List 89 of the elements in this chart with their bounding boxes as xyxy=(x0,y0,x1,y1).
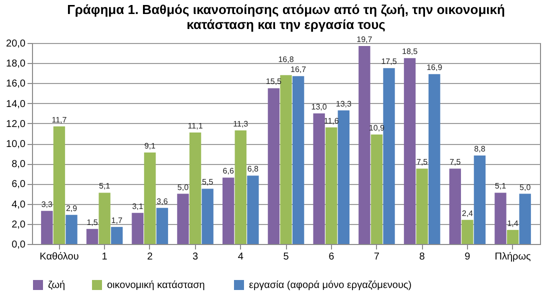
legend-label: εργασία (αφορά μόνο εργαζόμενους) xyxy=(249,280,412,291)
bar xyxy=(41,210,53,244)
data-label: 16,9 xyxy=(426,63,443,72)
bar xyxy=(474,156,486,244)
x-tick-label: 3 xyxy=(192,252,199,262)
data-label: 2,9 xyxy=(66,204,78,213)
bar xyxy=(519,194,531,244)
bar xyxy=(66,214,78,244)
data-label: 18,5 xyxy=(402,47,418,56)
bar xyxy=(222,178,234,244)
bar xyxy=(177,194,189,244)
data-label: 3,6 xyxy=(156,196,168,206)
bar xyxy=(144,152,156,244)
data-label: 7,5 xyxy=(416,158,428,167)
x-tick-label: 4 xyxy=(238,252,244,262)
bar xyxy=(449,168,461,244)
x-tick-label: 8 xyxy=(419,252,426,262)
bar xyxy=(98,192,110,244)
bar xyxy=(280,75,292,244)
bar xyxy=(358,46,370,244)
data-label: 1,4 xyxy=(507,218,519,228)
bar xyxy=(326,127,338,244)
bar xyxy=(383,68,395,244)
data-label: 5,1 xyxy=(99,182,111,191)
data-label: 7,5 xyxy=(450,158,462,167)
y-tick-label: 8,0 xyxy=(12,159,26,170)
data-label: 9,1 xyxy=(144,142,156,151)
bar xyxy=(428,74,440,244)
bar xyxy=(404,58,416,244)
data-label: 8,8 xyxy=(474,144,486,154)
data-label: 16,8 xyxy=(278,55,294,64)
bar xyxy=(111,226,123,244)
bar xyxy=(86,228,98,244)
bar xyxy=(292,76,304,244)
y-tick-label: 20,0 xyxy=(6,38,26,50)
data-label: 11,7 xyxy=(52,115,68,124)
bar xyxy=(156,208,168,244)
bar xyxy=(313,113,325,244)
x-tick-label: Πλήρως xyxy=(494,252,532,262)
bar xyxy=(189,132,202,244)
bar xyxy=(202,188,214,244)
data-label: 1,5 xyxy=(86,218,98,227)
chart-title: Γράφημα 1. Βαθμός ικανοποίησης ατόμων από τη ζωή, την οικονομική κατάσταση και την εργασία τους xyxy=(67,2,505,32)
x-tick-label: Καθόλου xyxy=(40,252,79,262)
bar xyxy=(53,126,66,244)
bar xyxy=(494,192,506,244)
bar xyxy=(234,130,246,244)
data-label: 5,0 xyxy=(177,182,190,192)
y-tick-label: 10,0 xyxy=(6,139,26,150)
data-label: 3,3 xyxy=(41,200,54,209)
data-label: 11,1 xyxy=(188,121,204,130)
y-tick-label: 12,0 xyxy=(6,118,26,130)
bar xyxy=(370,134,383,244)
data-label: 6,6 xyxy=(222,166,234,176)
bar xyxy=(247,176,259,244)
data-label: 13,3 xyxy=(336,99,352,108)
y-tick-label: 4,0 xyxy=(12,199,26,210)
bar xyxy=(268,88,280,244)
x-tick-label: 9 xyxy=(464,252,471,262)
y-tick-label: 6,0 xyxy=(12,179,26,190)
y-tick-label: 14,0 xyxy=(6,98,26,110)
data-label: 19,7 xyxy=(356,35,373,44)
data-label: 2,4 xyxy=(462,208,474,218)
data-label: 1,7 xyxy=(111,216,123,225)
x-tick-label: 5 xyxy=(283,252,290,262)
data-label: 11,3 xyxy=(233,119,249,128)
x-tick-label: 6 xyxy=(328,252,335,262)
data-label: 13,0 xyxy=(311,102,328,112)
y-tick-label: 0,0 xyxy=(12,240,26,250)
x-tick-label: 1 xyxy=(102,252,108,262)
legend-label: ζωή xyxy=(48,280,66,291)
bar xyxy=(132,212,144,244)
y-tick-label: 2,0 xyxy=(12,219,26,230)
x-tick-label: 2 xyxy=(147,252,154,262)
data-label: 5,0 xyxy=(520,182,532,192)
bar xyxy=(462,220,474,244)
y-tick-label: 18,0 xyxy=(6,58,26,70)
legend-label: οικονομική κατάσταση xyxy=(107,280,205,291)
x-tick-label: 7 xyxy=(374,252,380,262)
bar xyxy=(416,168,428,244)
data-label: 5,5 xyxy=(202,178,214,187)
data-label: 17,5 xyxy=(381,57,398,66)
data-label: 16,7 xyxy=(290,65,307,74)
bar xyxy=(506,230,519,244)
bar xyxy=(338,110,350,244)
data-label: 3,1 xyxy=(132,202,144,211)
data-label: 6,8 xyxy=(247,164,260,174)
y-tick-label: 16,0 xyxy=(6,78,26,90)
data-label: 5,1 xyxy=(494,182,507,191)
